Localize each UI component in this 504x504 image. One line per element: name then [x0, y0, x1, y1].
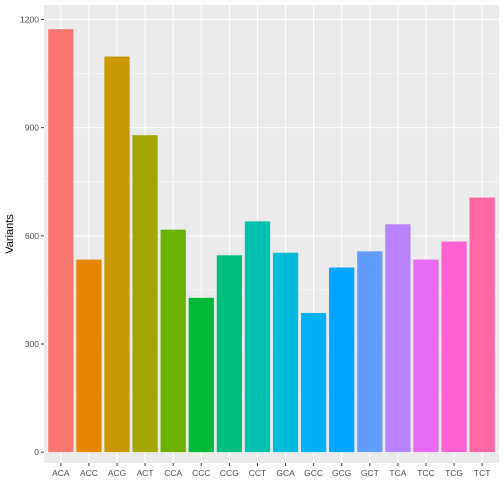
- bar-aca: [48, 29, 74, 453]
- y-tick-label: 1200: [20, 14, 39, 24]
- bar-acg: [104, 56, 130, 453]
- bar-gca: [272, 252, 299, 453]
- x-tick-label-gca: GCA: [276, 468, 295, 478]
- y-tick-label: 900: [25, 123, 39, 133]
- x-tick-label-gcg: GCG: [332, 468, 351, 478]
- x-tick-label-cca: CCA: [164, 468, 182, 478]
- y-tick-label: 0: [34, 447, 39, 457]
- x-tick-label-act: ACT: [137, 468, 154, 478]
- y-tick-label: 300: [25, 339, 39, 349]
- bars: [48, 29, 495, 453]
- x-tick-label-gct: GCT: [361, 468, 379, 478]
- bar-gct: [357, 251, 383, 453]
- x-axis: ACA ACC ACG ACT CCA CCC CCG CCT GCA GCC GCG GCT TCA T…: [52, 463, 490, 478]
- x-tick-label-gcc: GCC: [304, 468, 323, 478]
- y-tick-label: 600: [25, 231, 39, 241]
- bar-ccc: [188, 297, 214, 453]
- x-tick-label-aca: ACA: [52, 468, 70, 478]
- x-tick-label-tcc: TCC: [417, 468, 434, 478]
- bar-cct: [244, 221, 271, 453]
- x-tick-label-tca: TCA: [389, 468, 406, 478]
- x-tick-label-acc: ACC: [80, 468, 98, 478]
- bar-ccg: [216, 255, 243, 453]
- y-axis: 0 300 600 900 1200: [20, 14, 44, 457]
- bar-gcg: [329, 267, 355, 453]
- x-tick-label-cct: CCT: [249, 468, 266, 478]
- bar-gcc: [300, 312, 327, 453]
- bar-tcc: [413, 259, 439, 453]
- bar-acc: [76, 259, 102, 453]
- y-axis-title: Variants: [4, 214, 16, 254]
- bar-act: [132, 135, 158, 453]
- bar-tca: [385, 224, 411, 453]
- bar-tcg: [441, 241, 467, 453]
- bar-tct: [469, 197, 495, 453]
- x-tick-label-tcg: TCG: [445, 468, 463, 478]
- x-tick-label-acg: ACG: [108, 468, 126, 478]
- bar-cca: [160, 229, 186, 453]
- x-tick-label-ccc: CCC: [192, 468, 210, 478]
- x-tick-label-ccg: CCG: [220, 468, 239, 478]
- x-tick-label-tct: TCT: [474, 468, 491, 478]
